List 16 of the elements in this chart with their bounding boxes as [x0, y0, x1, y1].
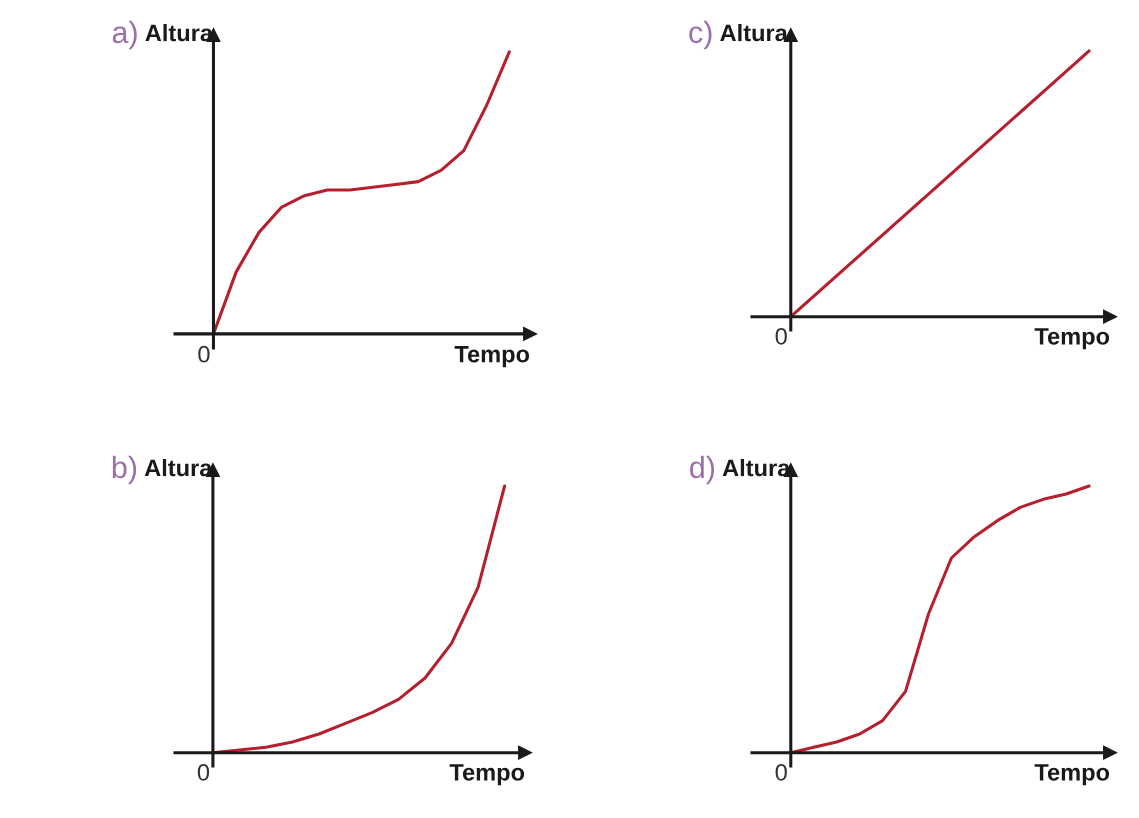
y-axis-title: Altura	[144, 458, 213, 477]
x-axis-title: Tempo	[449, 764, 525, 786]
chart-title: c)	[689, 20, 712, 50]
text: 0	[775, 763, 787, 781]
text: 0	[775, 327, 787, 345]
chart-title: b)	[112, 455, 137, 485]
y-axis-title: Altura	[145, 24, 214, 42]
text: 0	[197, 763, 210, 781]
y-axis-title: Altura	[720, 24, 788, 42]
chart-title: d)	[690, 455, 715, 485]
x-axis-title: Tempo	[1034, 328, 1110, 350]
chart-title: a)	[112, 20, 137, 50]
y-axis-title: Altura	[722, 458, 791, 477]
x-axis-title: Tempo	[454, 346, 530, 368]
x-axis-title: Tempo	[1034, 764, 1110, 786]
text: 0	[198, 345, 210, 363]
